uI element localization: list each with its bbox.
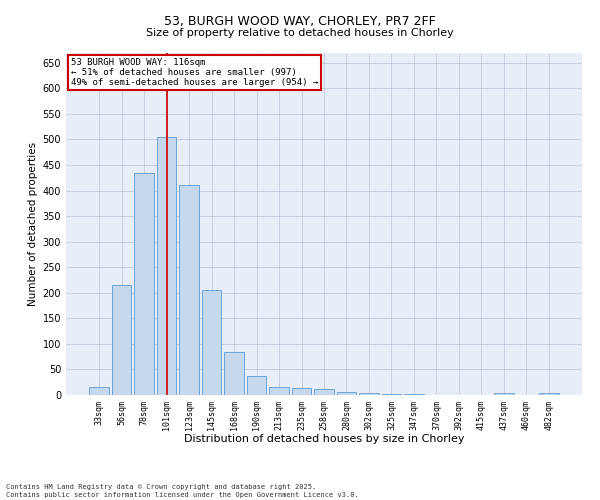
X-axis label: Distribution of detached houses by size in Chorley: Distribution of detached houses by size … [184,434,464,444]
Text: 53, BURGH WOOD WAY, CHORLEY, PR7 2FF: 53, BURGH WOOD WAY, CHORLEY, PR7 2FF [164,15,436,28]
Bar [247,376,266,395]
Bar [494,393,514,395]
Bar [134,172,154,395]
Bar [314,390,334,395]
Bar [292,388,311,395]
Text: Contains HM Land Registry data © Crown copyright and database right 2025.
Contai: Contains HM Land Registry data © Crown c… [6,484,359,498]
Bar [224,352,244,395]
Bar [179,186,199,395]
Y-axis label: Number of detached properties: Number of detached properties [28,142,38,306]
Bar [539,393,559,395]
Bar [404,394,424,395]
Bar [157,137,176,395]
Bar [112,285,131,395]
Bar [337,392,356,395]
Text: 53 BURGH WOOD WAY: 116sqm
← 51% of detached houses are smaller (997)
49% of semi: 53 BURGH WOOD WAY: 116sqm ← 51% of detac… [71,58,319,88]
Bar [382,394,401,395]
Bar [89,388,109,395]
Bar [359,394,379,395]
Text: Size of property relative to detached houses in Chorley: Size of property relative to detached ho… [146,28,454,38]
Bar [202,290,221,395]
Bar [269,388,289,395]
